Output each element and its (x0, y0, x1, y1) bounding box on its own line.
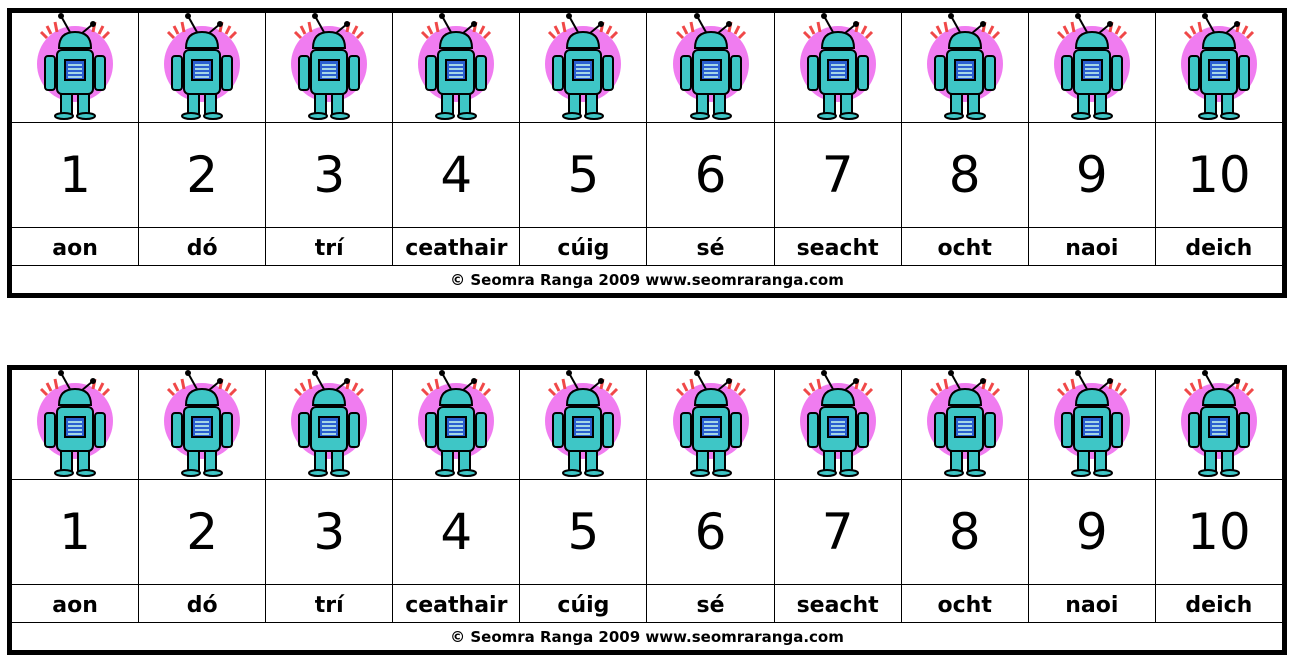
robot-cell (902, 369, 1029, 481)
irish-word-cell: ceathair (393, 228, 521, 265)
robot-cell (266, 369, 394, 481)
robot-cell (139, 369, 267, 481)
copyright-footer: © Seomra Ranga 2009 www.seomraranga.com (450, 270, 844, 289)
irish-word-cell: trí (266, 585, 394, 622)
robot-cell (393, 369, 521, 481)
number-cell: 5 (520, 123, 648, 227)
irish-word-cell: dó (139, 585, 267, 622)
robot-icon (1050, 12, 1134, 124)
number-cell: 9 (1029, 480, 1156, 584)
irish-word-cell: sé (647, 585, 775, 622)
robot-icon (414, 369, 498, 481)
robot-icon (541, 369, 625, 481)
robot-icon (796, 369, 880, 481)
robot-cell (393, 12, 521, 124)
irish-word-cell: aon (12, 228, 140, 265)
number-cell: 9 (1029, 123, 1156, 227)
robot-cell (647, 369, 775, 481)
robot-icon (414, 12, 498, 124)
number-cell: 3 (266, 480, 394, 584)
number-cell: 8 (902, 123, 1029, 227)
irish-word-cell: seacht (775, 585, 902, 622)
irish-word-cell: aon (12, 585, 140, 622)
irish-word-cell: sé (647, 228, 775, 265)
robot-icon (33, 369, 117, 481)
irish-word-cell: naoi (1029, 585, 1156, 622)
number-cell: 2 (139, 480, 267, 584)
irish-word-cell: deich (1185, 236, 1253, 261)
robot-icon (923, 369, 1007, 481)
number-cell: 7 (775, 480, 902, 584)
number-cell: 6 (647, 123, 775, 227)
robot-icon (287, 369, 371, 481)
number-row: 1 2 3 4 5 6 7 8 9 10 (12, 480, 1282, 585)
number-cell: 10 (1187, 146, 1251, 204)
irish-word-cell: naoi (1029, 228, 1156, 265)
robot-cell (647, 12, 775, 124)
number-cell: 8 (902, 480, 1029, 584)
robot-cell (1029, 369, 1156, 481)
robot-icon (796, 12, 880, 124)
number-cell: 3 (266, 123, 394, 227)
robot-cell (775, 369, 902, 481)
number-strip: 1 2 3 4 5 6 7 8 9 10 aon dó trí ceathair cúig sé seacht o… (7, 365, 1287, 655)
robot-icon (669, 12, 753, 124)
robot-cell (1029, 12, 1156, 124)
robot-icon (287, 12, 371, 124)
word-row: aon dó trí ceathair cúig sé seacht ocht naoi deic… (12, 228, 1282, 266)
robot-icon (33, 12, 117, 124)
robot-icon (160, 369, 244, 481)
robot-icon (541, 12, 625, 124)
robot-cell (1156, 369, 1282, 481)
number-cell: 5 (520, 480, 648, 584)
number-cell: 7 (775, 123, 902, 227)
robot-cell (1156, 12, 1282, 124)
robot-icon (669, 369, 753, 481)
robot-cell (266, 12, 394, 124)
robot-cell (775, 12, 902, 124)
number-cell: 4 (393, 480, 521, 584)
word-row: aon dó trí ceathair cúig sé seacht ocht naoi deic… (12, 585, 1282, 623)
irish-word-cell: dó (139, 228, 267, 265)
robot-cell (902, 12, 1029, 124)
robot-icon (1050, 369, 1134, 481)
robot-cell (520, 369, 648, 481)
number-row: 1 2 3 4 5 6 7 8 9 10 (12, 123, 1282, 228)
number-strip: 1 2 3 4 5 6 7 8 9 10 aon dó trí ceathair cúig sé seacht o… (7, 8, 1287, 298)
irish-word-cell: ocht (902, 585, 1029, 622)
irish-word-cell: seacht (775, 228, 902, 265)
irish-word-cell: ocht (902, 228, 1029, 265)
copyright-footer: © Seomra Ranga 2009 www.seomraranga.com (450, 627, 844, 646)
number-cell: 1 (12, 480, 140, 584)
robot-cell (12, 369, 140, 481)
number-cell: 2 (139, 123, 267, 227)
irish-word-cell: ceathair (393, 585, 521, 622)
robot-icon (160, 12, 244, 124)
robot-cell (520, 12, 648, 124)
irish-word-cell: cúig (520, 228, 648, 265)
number-cell: 1 (12, 123, 140, 227)
robot-icon (923, 12, 1007, 124)
irish-word-cell: trí (266, 228, 394, 265)
robot-icon (1177, 12, 1261, 124)
irish-word-cell: cúig (520, 585, 648, 622)
irish-word-cell: deich (1185, 593, 1253, 618)
robot-cell (12, 12, 140, 124)
robot-row (12, 12, 1282, 124)
robot-icon (1177, 369, 1261, 481)
number-cell: 10 (1187, 503, 1251, 561)
robot-cell (139, 12, 267, 124)
robot-row (12, 369, 1282, 481)
number-cell: 4 (393, 123, 521, 227)
number-cell: 6 (647, 480, 775, 584)
